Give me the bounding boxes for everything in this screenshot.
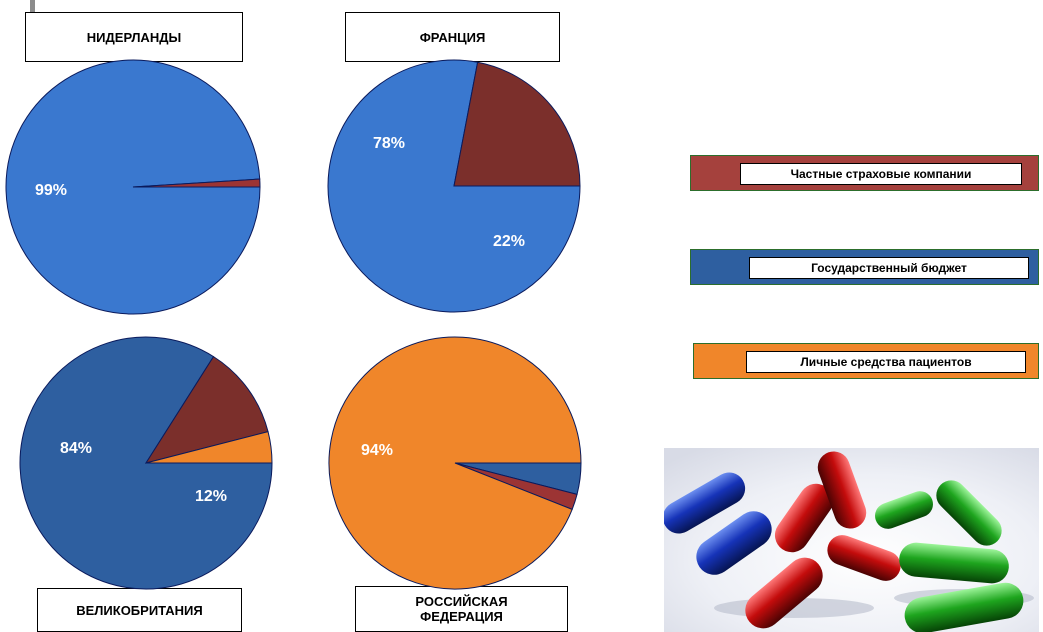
- legend-label-private-insurance: Частные страховые компании: [740, 163, 1022, 185]
- legend-label-state-budget: Государственный бюджет: [749, 257, 1029, 279]
- legend-label-patient-funds: Личные средства пациентов: [746, 351, 1026, 373]
- pie-label-1-0: 78%: [373, 135, 405, 152]
- pie-slice-2-1: [144, 355, 269, 464]
- chart-title-uk: ВЕЛИКОБРИТАНИЯ: [37, 588, 242, 632]
- pie-chart-russia: 94%: [328, 336, 582, 590]
- legend-patient-funds: Личные средства пациентов: [693, 343, 1039, 379]
- pie-label-1-1: 22%: [493, 233, 525, 250]
- pie-label-0-0: 99%: [35, 182, 67, 199]
- pie-chart-france: 78% 22%: [327, 59, 581, 313]
- chart-title-france: ФРАНЦИЯ: [345, 12, 560, 62]
- legend-private-insurance: Частные страховые компании: [690, 155, 1039, 191]
- pie-slice-3-2: [328, 336, 582, 590]
- pie-label-2-1: 12%: [195, 488, 227, 505]
- pie-chart-uk: 84% 12%: [19, 336, 273, 590]
- pie-chart-netherlands: 99%: [5, 59, 261, 315]
- pie-label-3-2: 94%: [361, 442, 393, 459]
- pie-slice-1-1: [453, 61, 581, 187]
- pie-label-2-0: 84%: [60, 440, 92, 457]
- pie-slice-2-2: [145, 431, 273, 464]
- pie-slice-0-1: [132, 178, 261, 188]
- chart-title-netherlands: НИДЕРЛАНДЫ: [25, 12, 243, 62]
- legend-state-budget: Государственный бюджет: [690, 249, 1039, 285]
- chart-title-russia: РОССИЙСКАЯ ФЕДЕРАЦИЯ: [355, 586, 568, 632]
- left-accent-bar: [30, 0, 35, 14]
- capsules-image: [664, 448, 1039, 632]
